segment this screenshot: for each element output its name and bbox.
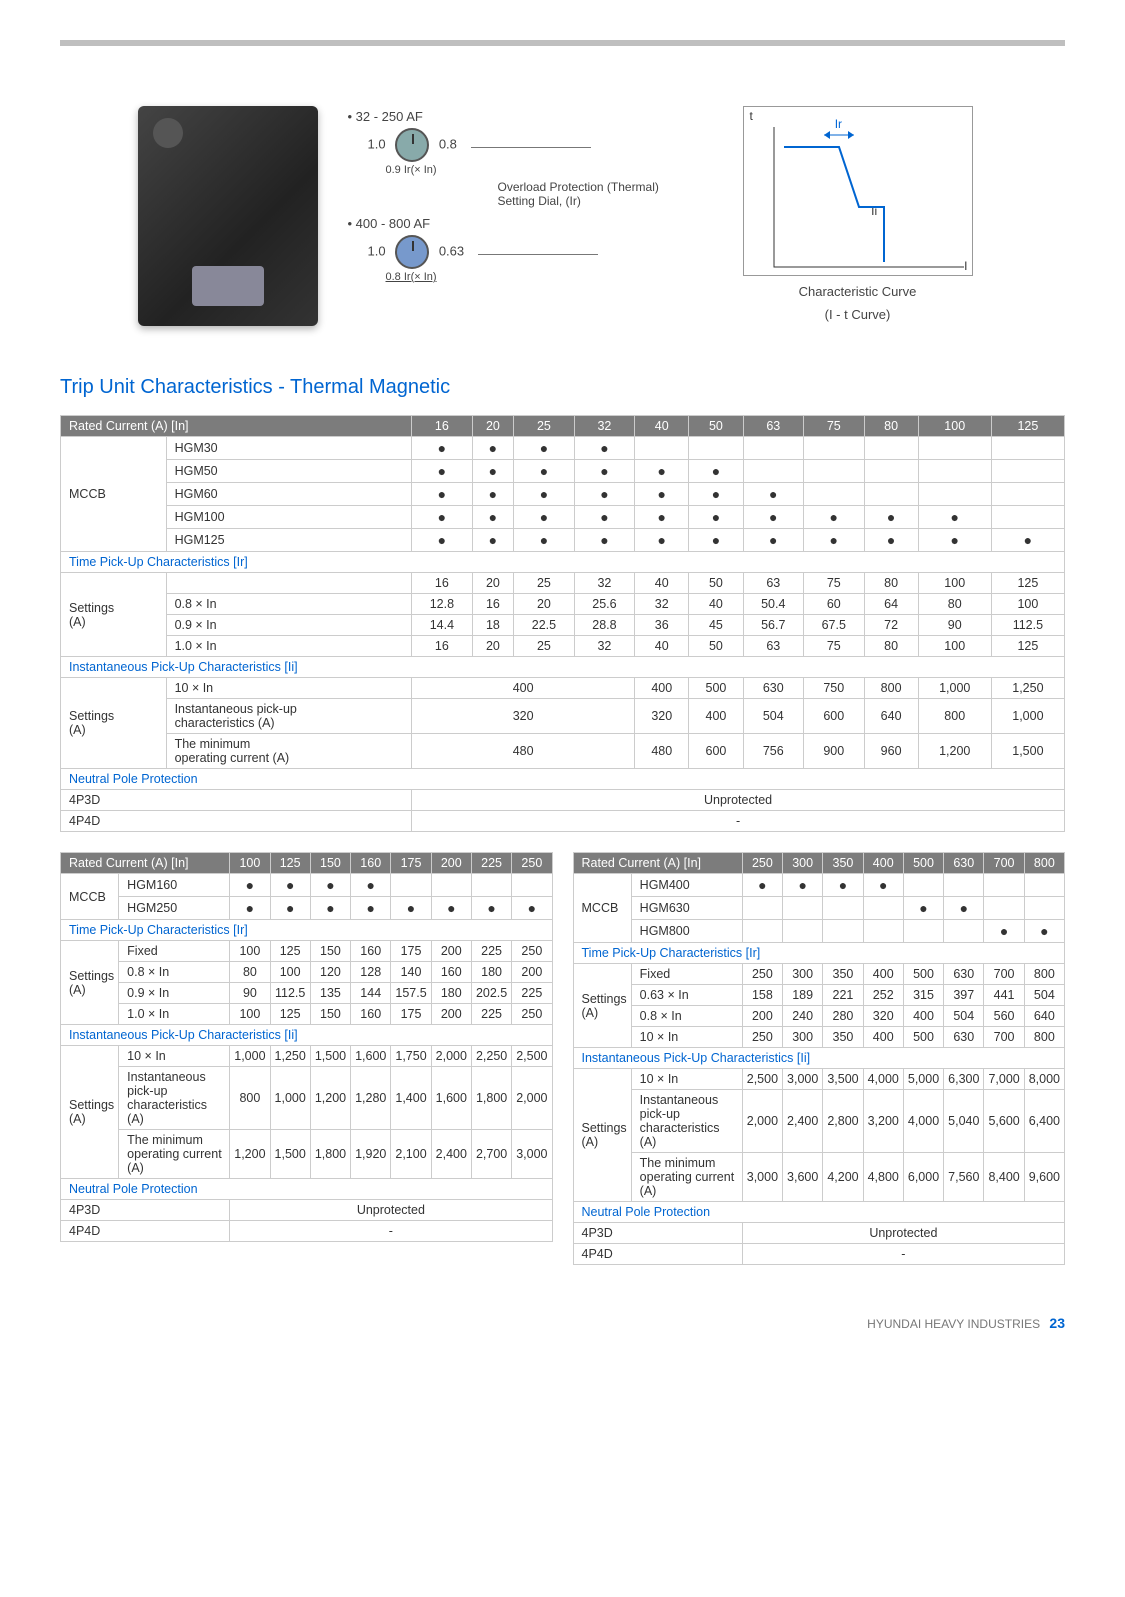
dial1-right: 0.8 [439, 136, 457, 151]
hero-section: • 32 - 250 AF 1.0 0.8 0.9 Ir(× In) Overl… [60, 106, 1065, 326]
hero-middle: • 32 - 250 AF 1.0 0.8 0.9 Ir(× In) Overl… [348, 106, 698, 283]
dial-icon-1 [395, 128, 429, 162]
curve-diagram: t Ir Ii I [743, 106, 973, 276]
dial-icon-2 [395, 235, 429, 269]
overload-line1: Overload Protection (Thermal) [498, 180, 698, 194]
footer: HYUNDAI HEAVY INDUSTRIES 23 [60, 1315, 1065, 1331]
dial2-bottom: 0.8 Ir(× In) [386, 271, 698, 283]
overload-line2: Setting Dial, (Ir) [498, 194, 698, 208]
table-right: Rated Current (A) [In]250300350400500630… [573, 852, 1066, 1265]
hero-curve: t Ir Ii I Characteristic Curve (I - t Cu… [728, 106, 988, 322]
breaker-photo [138, 106, 318, 326]
table-left: Rated Current (A) [In]100125150160175200… [60, 852, 553, 1242]
table-main: Rated Current (A) [In]162025324050637580… [60, 415, 1065, 832]
top-rule [60, 40, 1065, 46]
dial1-bottom: 0.9 Ir(× In) [386, 164, 698, 176]
section-title: Trip Unit Characteristics - Thermal Magn… [60, 376, 1065, 399]
af-label-1: • 32 - 250 AF [348, 109, 698, 124]
curve-caption-2: (I - t Curve) [728, 307, 988, 322]
dial2-right: 0.63 [439, 243, 464, 258]
footer-company: HYUNDAI HEAVY INDUSTRIES [867, 1317, 1040, 1331]
footer-page: 23 [1049, 1315, 1065, 1331]
af-label-2: • 400 - 800 AF [348, 216, 698, 231]
dial1-left: 1.0 [368, 136, 386, 151]
dial2-left: 1.0 [368, 243, 386, 258]
curve-caption-1: Characteristic Curve [728, 284, 988, 299]
